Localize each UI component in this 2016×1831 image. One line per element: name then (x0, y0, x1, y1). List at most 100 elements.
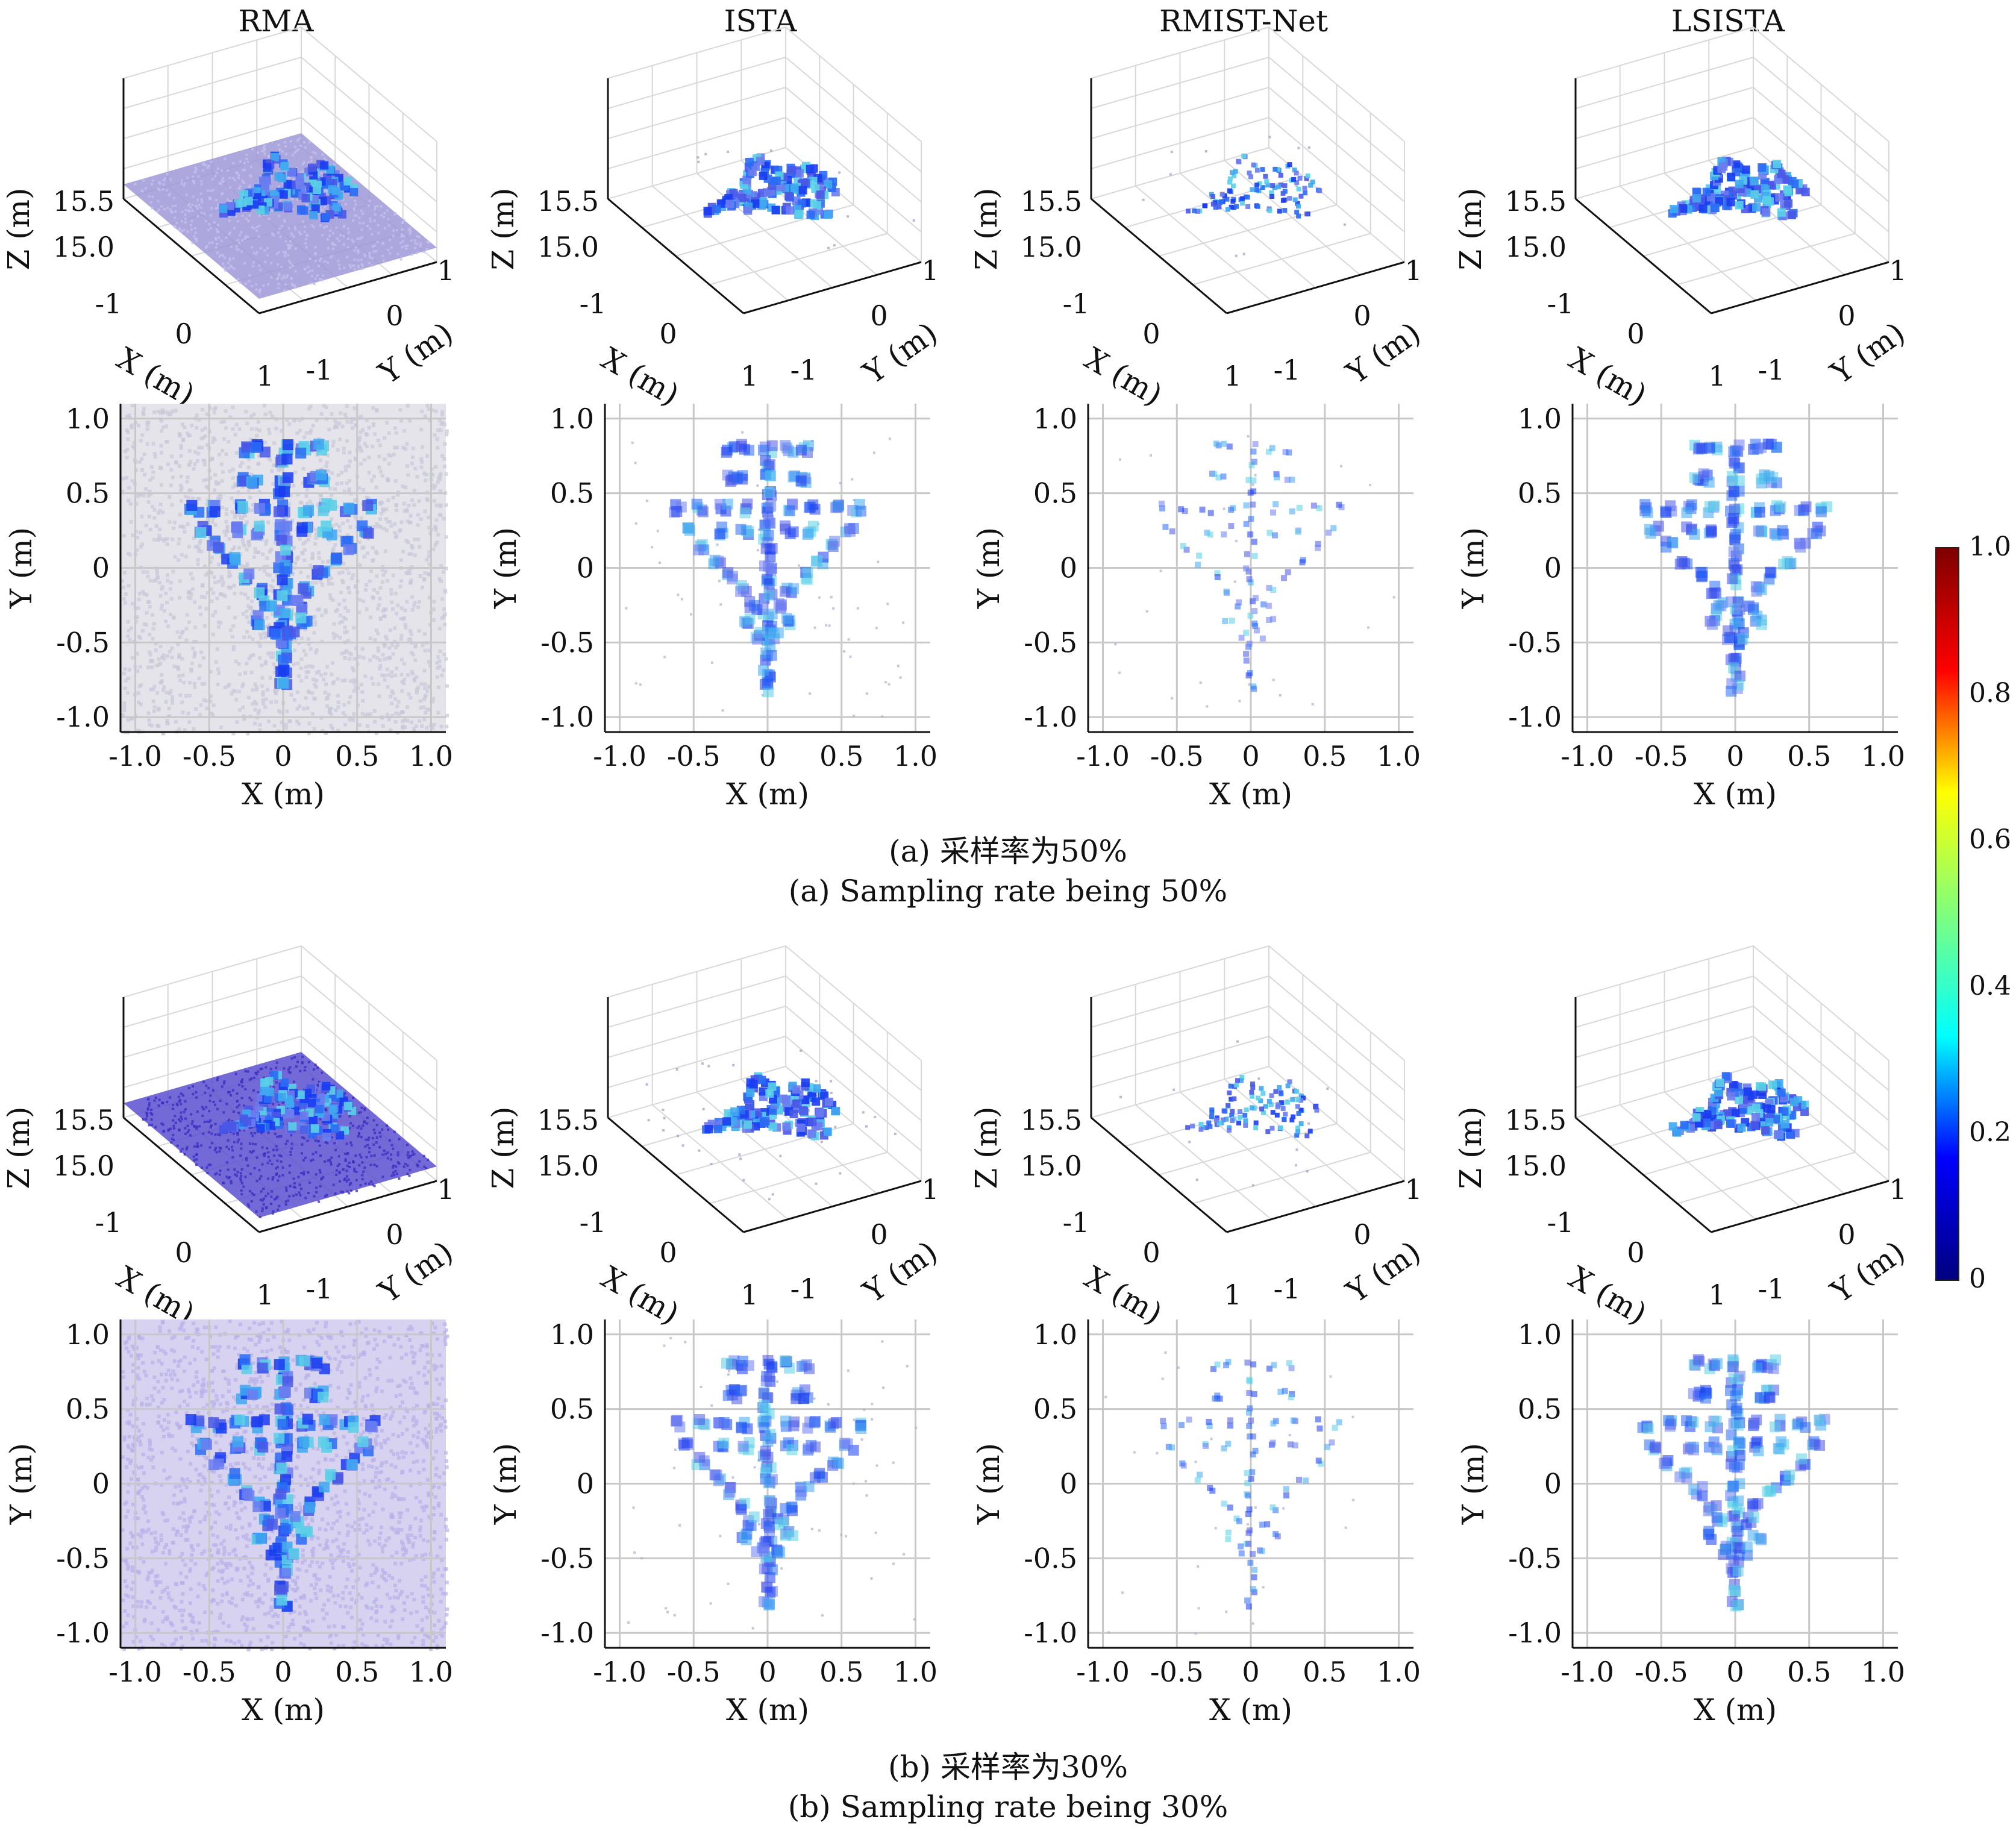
noise-point (180, 631, 184, 635)
noise-point (257, 428, 261, 433)
noise-point (286, 1330, 290, 1334)
noise-point (159, 483, 163, 487)
noise-point (444, 1328, 448, 1332)
noise-point (345, 404, 349, 408)
noise-point (359, 415, 363, 419)
noise-point (443, 1451, 448, 1455)
noise-point (272, 1335, 276, 1339)
noise-point (439, 1512, 443, 1516)
noise-point (175, 1378, 180, 1382)
target-point (254, 502, 266, 514)
noise-point (225, 236, 228, 239)
noise-point (362, 1124, 365, 1127)
noise-point (216, 224, 219, 227)
noise-point (193, 1125, 196, 1128)
noise-point (194, 231, 197, 234)
noise-point (188, 681, 192, 685)
noise-point (437, 418, 442, 422)
noise-point (242, 168, 245, 171)
noise-point (395, 1165, 398, 1168)
noise-point (219, 462, 224, 466)
noise-point (378, 596, 382, 601)
noise-point (424, 472, 428, 477)
noise-point (354, 214, 357, 217)
noise-point (343, 617, 348, 621)
noise-point (249, 437, 253, 442)
noise-point (377, 1330, 381, 1334)
noise-point (286, 274, 289, 277)
noise-point (213, 473, 218, 477)
noise-point (229, 186, 232, 189)
noise-point (206, 1456, 210, 1460)
noise-point (268, 1442, 272, 1446)
noise-point (402, 1601, 407, 1605)
noise-point (347, 590, 351, 595)
noise-point (293, 1636, 297, 1641)
noise-point (182, 525, 186, 529)
noise-point (396, 490, 400, 495)
noise-point (171, 1138, 174, 1141)
noise-point (340, 1190, 343, 1193)
noise-point (214, 482, 219, 486)
noise-point (130, 1568, 134, 1573)
noise-point (346, 519, 350, 523)
noise-point (266, 1635, 270, 1639)
noise-point (371, 422, 375, 426)
noise-point (310, 160, 313, 163)
noise-point (279, 235, 282, 238)
noise-point (294, 228, 297, 231)
noise-point (443, 1419, 447, 1424)
noise-point (369, 1616, 373, 1620)
noise-point (401, 617, 405, 621)
noise-point (184, 1132, 187, 1135)
noise-point (357, 251, 360, 254)
noise-point (183, 1497, 187, 1501)
noise-point (178, 635, 182, 639)
noise-point (251, 284, 254, 287)
noise-point (325, 1194, 328, 1197)
target-point (318, 196, 327, 205)
noise-point (322, 1176, 325, 1179)
noise-point (383, 457, 387, 462)
noise-point (419, 428, 424, 432)
noise-point (375, 590, 380, 595)
noise-point (327, 247, 330, 250)
noise-point (368, 251, 371, 254)
target-point (307, 1098, 316, 1107)
noise-point (208, 1146, 211, 1149)
noise-point (337, 571, 342, 575)
noise-point (234, 1528, 238, 1532)
noise-point (196, 1110, 199, 1113)
noise-point (238, 1129, 241, 1132)
noise-point (178, 1098, 181, 1101)
noise-point (365, 1156, 368, 1159)
noise-point (360, 1332, 364, 1336)
noise-point (368, 261, 371, 264)
noise-point (395, 1550, 399, 1554)
noise-point (158, 1580, 163, 1585)
noise-point (219, 725, 224, 730)
noise-point (445, 724, 449, 728)
noise-point (308, 647, 313, 651)
noise-point (407, 504, 411, 508)
noise-point (409, 1611, 413, 1615)
noise-point (357, 610, 362, 615)
noise-point (340, 678, 345, 683)
noise-point (341, 521, 345, 525)
noise-point (154, 648, 158, 653)
noise-point (157, 527, 161, 531)
noise-point (329, 1553, 333, 1557)
noise-point (132, 1615, 136, 1619)
noise-point (227, 1552, 231, 1556)
noise-point (333, 425, 337, 430)
noise-point (200, 1639, 204, 1643)
noise-point (167, 1420, 171, 1424)
noise-point (333, 1357, 337, 1361)
noise-point (346, 1190, 349, 1193)
noise-point (425, 558, 429, 562)
noise-point (367, 455, 371, 460)
noise-point (427, 1159, 430, 1162)
noise-point (207, 189, 210, 192)
noise-point (274, 1612, 278, 1617)
noise-point (177, 537, 181, 542)
